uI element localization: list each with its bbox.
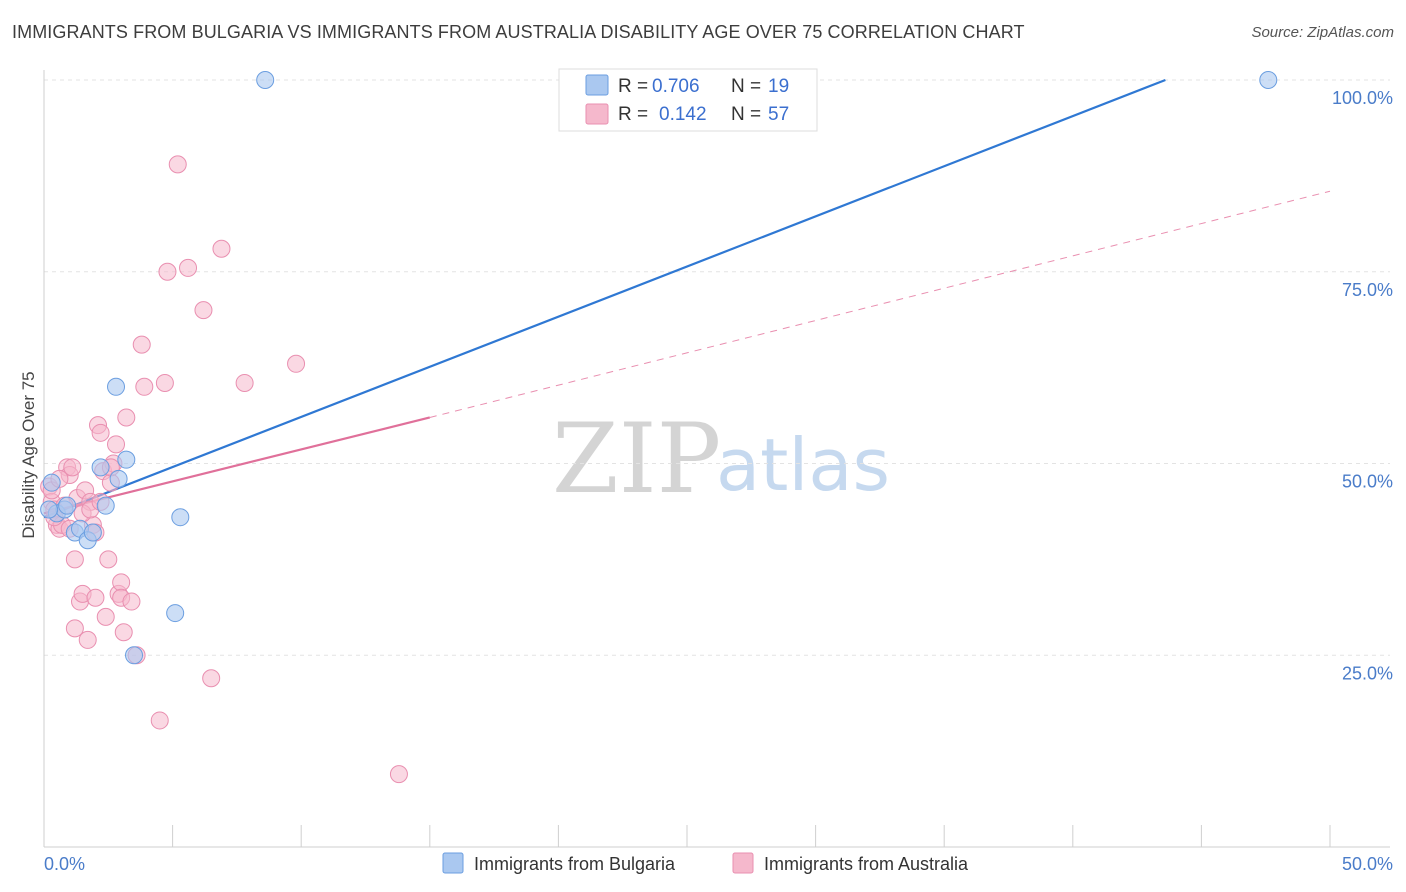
bottom-legend-label-bulgaria: Immigrants from Bulgaria — [474, 854, 676, 874]
point-bulgaria — [40, 500, 59, 519]
legend-r-value-1: 0.706 — [652, 76, 700, 97]
legend-r-label-2: R = — [618, 104, 648, 125]
point-australia — [389, 765, 408, 784]
point-bulgaria — [117, 450, 136, 469]
legend-r-label-1: R = — [618, 76, 648, 97]
point-australia — [65, 619, 84, 638]
x-tick-label-max: 50.0% — [1342, 854, 1393, 874]
point-australia — [155, 373, 174, 392]
legend-r-value-2: 0.142 — [659, 104, 707, 125]
y-tick-label-100: 100.0% — [1332, 88, 1393, 108]
y-axis-title: Disability Age Over 75 — [19, 371, 38, 538]
point-bulgaria — [42, 473, 61, 492]
point-australia — [150, 711, 169, 730]
point-bulgaria — [58, 496, 77, 515]
point-australia — [235, 373, 254, 392]
legend-swatch-bulgaria — [585, 74, 609, 96]
point-australia — [96, 607, 115, 626]
point-bulgaria — [109, 469, 128, 488]
chart-title: IMMIGRANTS FROM BULGARIA VS IMMIGRANTS F… — [12, 22, 1025, 42]
data-points — [40, 71, 1278, 784]
point-australia — [117, 408, 136, 427]
legend-n-value-2: 57 — [768, 104, 789, 125]
bottom-legend-swatch-australia — [732, 852, 754, 874]
bottom-legend-swatch-bulgaria — [442, 852, 464, 874]
bottom-legend: Immigrants from Bulgaria Immigrants from… — [442, 852, 969, 874]
point-australia — [78, 630, 97, 649]
watermark-zip: ZIP — [552, 403, 721, 515]
point-bulgaria — [96, 496, 115, 515]
point-bulgaria — [83, 523, 102, 542]
point-australia — [99, 550, 118, 569]
point-australia — [202, 669, 221, 688]
point-bulgaria — [1259, 71, 1278, 89]
x-tick-label-min: 0.0% — [44, 854, 85, 874]
axes — [43, 70, 1390, 848]
y-tick-labels: 25.0% 50.0% 75.0% 100.0% — [1332, 88, 1393, 683]
y-tick-label-75: 75.0% — [1342, 280, 1393, 300]
point-australia — [132, 335, 151, 354]
point-australia — [287, 354, 306, 373]
y-tick-label-25: 25.0% — [1342, 663, 1393, 683]
legend-box: R = 0.706 N = 19 R = 0.142 N = 57 — [558, 68, 818, 132]
legend-n-label-2: N = — [731, 104, 761, 125]
legend-n-value-1: 19 — [768, 76, 789, 97]
trend-line-australia-extension — [429, 190, 1331, 418]
point-australia — [112, 573, 131, 592]
point-bulgaria — [91, 458, 110, 477]
point-australia — [212, 239, 231, 258]
point-australia — [114, 623, 133, 642]
point-australia — [179, 258, 198, 277]
gridlines — [44, 79, 1390, 656]
source-label: Source: ZipAtlas.com — [1251, 24, 1394, 41]
point-australia — [158, 262, 177, 281]
trend-line-bulgaria — [43, 78, 1166, 519]
point-australia — [91, 423, 110, 442]
legend-n-label-1: N = — [731, 76, 761, 97]
point-australia — [86, 588, 105, 607]
point-bulgaria — [166, 604, 185, 623]
point-australia — [63, 458, 82, 477]
point-australia — [135, 377, 154, 396]
point-bulgaria — [171, 508, 190, 527]
point-australia — [168, 155, 187, 174]
point-australia — [194, 301, 213, 320]
point-australia — [65, 550, 84, 569]
bottom-legend-label-australia: Immigrants from Australia — [764, 854, 969, 874]
point-bulgaria — [107, 377, 126, 396]
point-australia — [122, 592, 141, 611]
point-bulgaria — [125, 646, 144, 665]
point-australia — [107, 435, 126, 454]
legend-swatch-australia — [585, 103, 609, 125]
watermark-atlas: atlas — [716, 423, 890, 507]
y-tick-label-50: 50.0% — [1342, 472, 1393, 492]
point-bulgaria — [256, 71, 275, 89]
